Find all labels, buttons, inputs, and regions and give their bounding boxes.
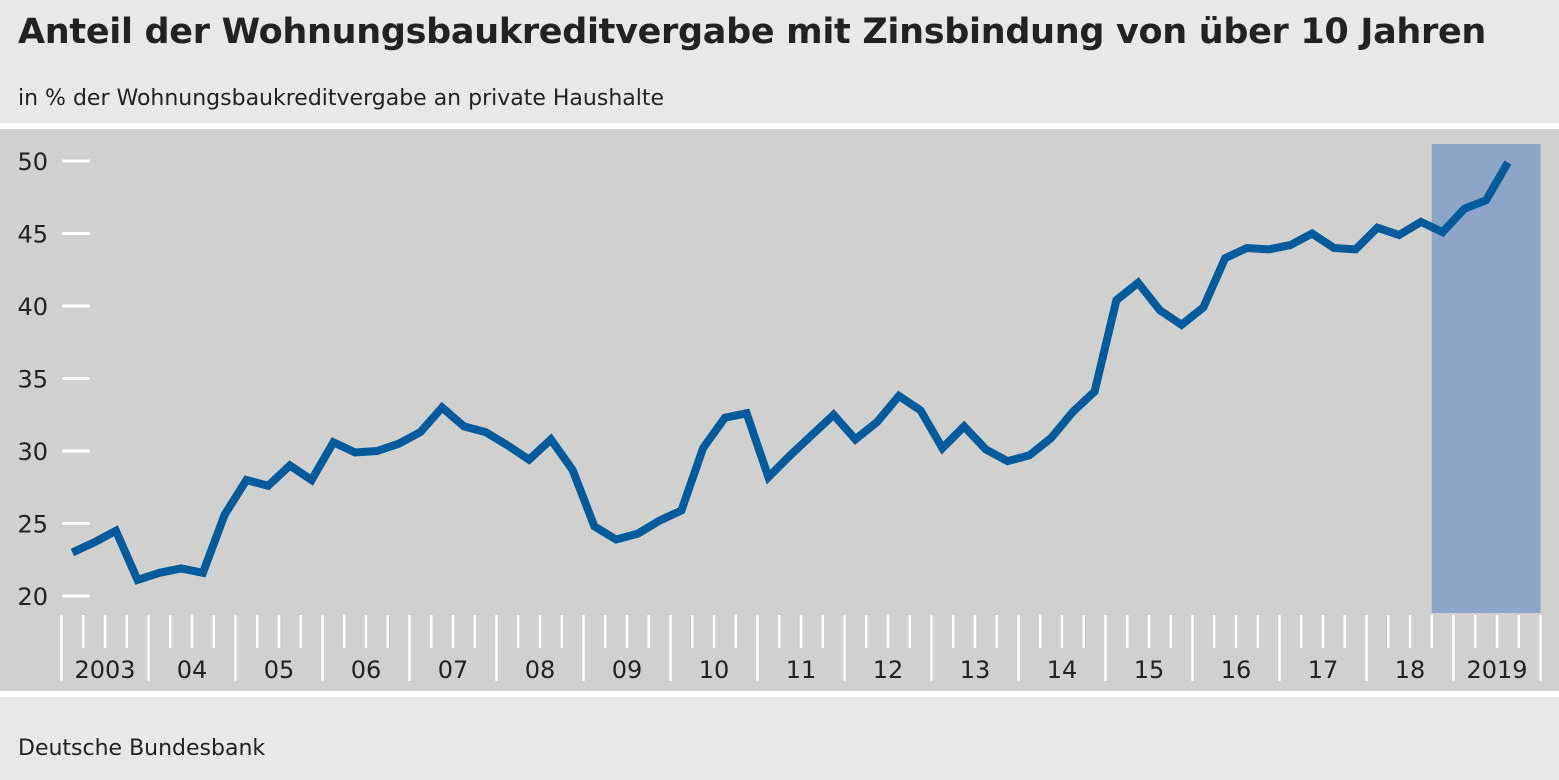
x-tick-label: 16 <box>1221 656 1252 684</box>
x-tick-label: 09 <box>612 656 643 684</box>
chart-title: Anteil der Wohnungsbaukreditvergabe mit … <box>18 12 1487 52</box>
x-tick-label: 04 <box>177 656 208 684</box>
y-tick-label: 40 <box>17 293 48 321</box>
bottom-divider <box>0 691 1559 697</box>
x-tick-label: 10 <box>699 656 730 684</box>
highlight-period <box>1431 144 1541 613</box>
x-tick-label: 06 <box>351 656 382 684</box>
y-tick-label: 45 <box>17 221 48 249</box>
x-tick-label: 07 <box>438 656 469 684</box>
x-tick-label: 2003 <box>74 656 135 684</box>
x-tick-label: 05 <box>264 656 295 684</box>
y-tick-label: 30 <box>17 438 48 466</box>
y-tick-label: 50 <box>17 148 48 176</box>
y-tick-label: 35 <box>17 366 48 394</box>
x-tick-label: 2019 <box>1466 656 1527 684</box>
top-divider <box>0 123 1559 129</box>
x-tick-label: 18 <box>1395 656 1426 684</box>
source-label: Deutsche Bundesbank <box>18 736 266 761</box>
x-tick-label: 14 <box>1047 656 1078 684</box>
chart-subtitle: in % der Wohnungsbaukreditvergabe an pri… <box>18 86 665 111</box>
plot-background <box>0 129 1559 691</box>
y-tick-label: 20 <box>17 583 48 611</box>
x-tick-label: 17 <box>1308 656 1339 684</box>
x-tick-label: 15 <box>1134 656 1165 684</box>
x-tick-label: 12 <box>873 656 904 684</box>
x-tick-label: 13 <box>960 656 991 684</box>
x-tick-label: 11 <box>786 656 817 684</box>
x-tick-label: 08 <box>525 656 556 684</box>
y-tick-label: 25 <box>17 511 48 539</box>
